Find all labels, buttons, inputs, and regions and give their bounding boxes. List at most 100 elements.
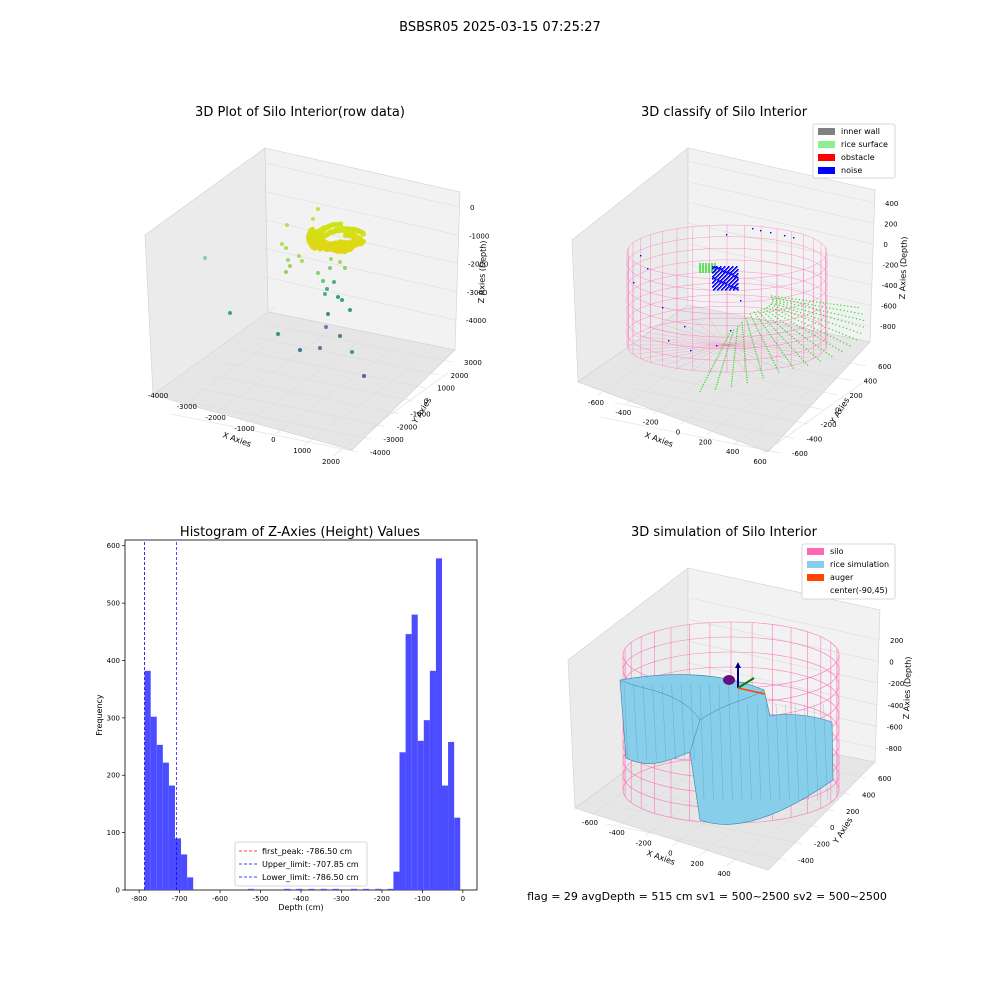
rice-surface-point	[746, 374, 748, 376]
noise-point	[737, 289, 739, 291]
rice-surface-point	[756, 315, 759, 318]
rice-surface-point	[800, 357, 803, 360]
rice-surface-point	[743, 341, 745, 343]
noise-point	[730, 330, 732, 332]
legend-label-auger: auger	[830, 573, 854, 582]
rice-surface-point	[716, 383, 718, 386]
rice-surface-point	[852, 337, 854, 339]
rice-surface-point	[761, 314, 763, 317]
noise-point	[717, 285, 719, 287]
noise-point	[728, 266, 730, 268]
noise-point	[734, 288, 736, 290]
legend-swatch-inner-wall	[818, 128, 835, 135]
rice-surface-point	[796, 324, 798, 326]
rice-surface-point	[750, 316, 753, 318]
rice-surface-point	[793, 329, 795, 331]
rice-surface-point	[846, 310, 849, 312]
rice-surface-point	[805, 348, 807, 350]
simulation-3d-legend: silo rice simulation auger center(-90,45…	[801, 543, 896, 600]
rice-surface-point	[744, 353, 746, 355]
rice-surface-point	[730, 383, 733, 385]
rice-surface-point	[757, 360, 760, 362]
noise-point	[724, 276, 726, 278]
rice-surface-point	[833, 337, 835, 339]
simulation-3d-y-tick: 200	[846, 808, 859, 816]
classify-3d-y-tick: 600	[878, 363, 891, 371]
raw-point	[306, 238, 312, 244]
rice-surface-point	[701, 386, 703, 388]
rice-surface-point	[763, 341, 765, 343]
rice-surface-point	[786, 331, 788, 334]
rice-surface-point	[780, 349, 782, 351]
raw-3d-grid	[159, 162, 461, 457]
noise-point	[662, 307, 664, 309]
noise-point	[731, 287, 733, 289]
rice-surface-point	[784, 309, 786, 311]
rice-surface-point	[819, 360, 821, 362]
histogram-bar	[442, 785, 449, 890]
noise-point	[718, 288, 720, 290]
rice-surface-point	[732, 371, 734, 373]
raw-3d-xlabel: X Axies	[221, 430, 252, 449]
simulation-3d-title: 3D simulation of Silo Interior	[631, 525, 818, 540]
rice-surface-point	[728, 343, 730, 346]
noise-point	[720, 276, 722, 278]
raw-point	[284, 270, 288, 274]
noise-point	[726, 274, 728, 276]
rice-surface-point	[828, 327, 830, 330]
rice-surface-point	[805, 329, 807, 332]
rice-surface-point	[775, 312, 777, 314]
rice-surface-point	[704, 381, 706, 383]
rice-surface-point	[804, 302, 806, 305]
noise-point	[713, 289, 715, 291]
rice-surface-point	[852, 317, 854, 319]
rice-surface-point	[723, 360, 725, 362]
rice-surface-point	[757, 310, 759, 312]
noise-point	[726, 284, 728, 286]
rice-surface-point	[838, 325, 841, 327]
rice-surface-point	[746, 376, 748, 379]
noise-point	[720, 272, 722, 274]
rice-surface-point	[784, 329, 786, 332]
rice-surface-point	[775, 308, 777, 311]
rice-surface-point	[699, 390, 701, 393]
classify-3d-z-tick: -800	[880, 323, 896, 331]
noise-point	[730, 272, 732, 274]
rice-surface-point	[744, 362, 747, 364]
noise-point	[720, 286, 722, 288]
noise-point	[733, 275, 735, 277]
rice-surface-point	[848, 316, 850, 318]
noise-point	[732, 270, 734, 272]
raw-point	[357, 236, 364, 243]
rice-surface-point	[838, 348, 840, 351]
raw-point	[348, 308, 352, 312]
rice-surface-point	[815, 301, 818, 303]
raw-3d-x-tick: -3000	[177, 403, 197, 411]
histogram-bar	[399, 752, 406, 890]
rice-surface-point	[783, 303, 785, 305]
raw-point	[360, 231, 366, 237]
rice-surface-point	[774, 295, 776, 298]
raw-3d-y-tick: 0	[424, 398, 428, 406]
noise-point	[716, 272, 718, 274]
noise-point	[722, 268, 724, 270]
noise-point	[724, 280, 726, 282]
noise-point	[722, 288, 724, 290]
rice-surface-point	[807, 319, 810, 321]
rice-surface-point	[718, 376, 720, 379]
rice-surface-point	[751, 339, 753, 341]
raw-point	[331, 229, 337, 235]
rice-surface-point	[836, 308, 838, 311]
rice-surface-point	[797, 304, 800, 306]
rice-surface-point	[772, 310, 774, 312]
histogram-bar	[405, 634, 412, 890]
rice-surface-point	[833, 303, 835, 305]
rice-surface-point	[842, 341, 845, 344]
rice-surface-point	[826, 316, 828, 318]
rice-surface-point	[831, 329, 834, 331]
rice-surface-point	[808, 331, 810, 333]
histogram-y-tick: 100	[107, 829, 120, 837]
raw-point	[362, 374, 366, 378]
legend-label-inner-wall: inner wall	[841, 127, 880, 136]
rice-surface-point	[791, 365, 793, 367]
